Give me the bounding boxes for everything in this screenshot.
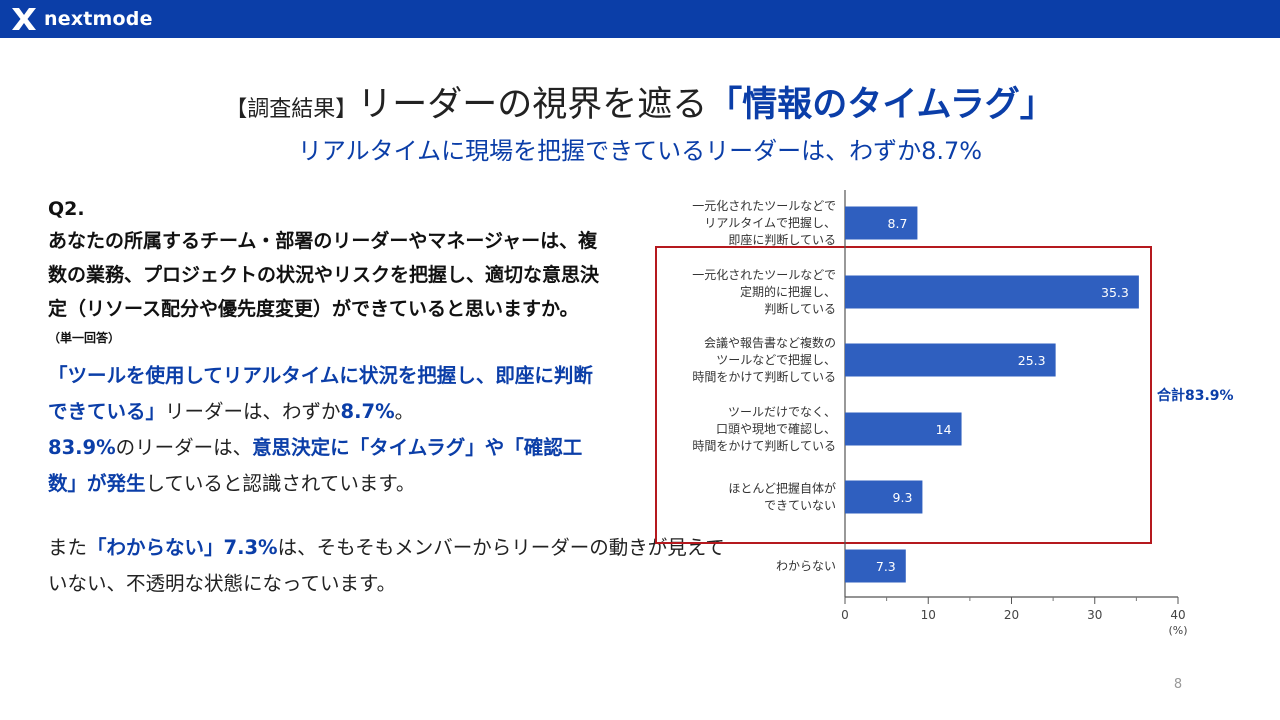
category-label-3-2: 時間をかけて判断している bbox=[692, 438, 836, 453]
bar-value-label-1: 35.3 bbox=[1101, 285, 1129, 300]
bar-5 bbox=[845, 549, 906, 583]
nextmode-logo-icon bbox=[12, 8, 36, 30]
bar-value-label-0: 8.7 bbox=[888, 216, 908, 231]
category-label-1-0: 一元化されたツールなどで bbox=[692, 268, 836, 282]
header-bar: nextmode bbox=[0, 0, 1280, 38]
category-label-4-1: できていない bbox=[764, 499, 836, 513]
x-tick-label-3: 30 bbox=[1087, 608, 1102, 622]
unknown-note: また「わからない」7.3%は、そもそもメンバーからリーダーの動きが見えていない、… bbox=[48, 530, 728, 602]
bar-1 bbox=[845, 275, 1139, 309]
question-panel: Q2. あなたの所属するチーム・部署のリーダーやマネージャーは、複数の業務、プロ… bbox=[48, 194, 725, 602]
page-subtitle: リアルタイムに現場を把握できているリーダーは、わずか8.7% bbox=[297, 137, 983, 165]
finding-text: 「ツールを使用してリアルタイムに状況を把握し、即座に判断できている」リーダーは、… bbox=[48, 358, 608, 502]
title-main: リーダーの視界を遮る bbox=[357, 85, 708, 125]
category-label-4-0: ほとんど把握自体が bbox=[728, 481, 836, 496]
finding-highlight-total: 83.9% bbox=[48, 436, 116, 459]
finding-highlight-issue: 意思決定に「タイムラグ」や「確認工数」が発生 bbox=[48, 436, 583, 495]
category-label-1-1: 定期的に把握し、 bbox=[740, 284, 836, 299]
bar-0 bbox=[845, 206, 918, 240]
highlight-box bbox=[655, 246, 1152, 544]
x-tick-label-4: 40 bbox=[1170, 608, 1185, 622]
finding-highlight-quote: 「ツールを使用してリアルタイムに状況を把握し、即座に判断できている」 bbox=[48, 364, 593, 423]
category-label-2-1: ツールなどで把握し、 bbox=[716, 352, 836, 367]
category-label-3-1: 口頭や現地で確認し、 bbox=[716, 421, 836, 436]
unknown-text-2: は、そもそもメンバーからリーダーの動きが見えていない、不透明な状態になっています… bbox=[48, 536, 725, 595]
unknown-highlight: 「わからない」7.3% bbox=[87, 536, 278, 559]
bar-value-label-5: 7.3 bbox=[876, 559, 896, 574]
bar-4 bbox=[845, 480, 923, 514]
page-number: 8 bbox=[1173, 677, 1183, 692]
finding-text-1: リーダーは、わずか bbox=[165, 400, 341, 423]
category-label-0-2: 即座に判断している bbox=[728, 232, 836, 247]
category-label-2-2: 時間をかけて判断している bbox=[692, 369, 836, 384]
category-label-1-2: 判断している bbox=[764, 301, 836, 316]
unknown-text-1: また bbox=[48, 536, 88, 559]
question-text: あなたの所属するチーム・部署のリーダーやマネージャーは、複数の業務、プロジェクト… bbox=[48, 230, 600, 320]
page-title: 【調査結果】リーダーの視界を遮る「情報のタイムラグ」 bbox=[0, 76, 1280, 127]
finding-text-2: 。 bbox=[394, 400, 415, 423]
question-note: （単一回答） bbox=[48, 331, 121, 345]
finding-text-3: のリーダーは、 bbox=[115, 436, 253, 459]
highlight-total-label: 合計83.9% bbox=[1157, 387, 1234, 404]
category-label-2-0: 会議や報告書など複数の bbox=[704, 335, 836, 350]
question-number: Q2. bbox=[48, 198, 85, 220]
brand-name: nextmode bbox=[44, 8, 153, 30]
brand-logo[interactable]: nextmode bbox=[10, 6, 153, 32]
survey-bar-chart: 合計83.9%0 10 20 30 40(%)8.7一元化されたツールなどでリアルタイム… bbox=[655, 190, 1234, 637]
finding-text-4: していると認識されています。 bbox=[145, 472, 416, 495]
category-label-3-0: ツールだけでなく、 bbox=[728, 405, 836, 419]
bar-3 bbox=[845, 412, 962, 446]
bar-value-label-3: 14 bbox=[936, 422, 952, 437]
title-prefix: 【調査結果】 bbox=[225, 97, 358, 122]
category-label-0-0: 一元化されたツールなどで bbox=[692, 199, 836, 213]
finding-highlight-percent: 8.7% bbox=[340, 400, 395, 423]
bar-2 bbox=[845, 343, 1056, 377]
bar-value-label-2: 25.3 bbox=[1018, 353, 1046, 368]
x-tick-label-2: 20 bbox=[1004, 608, 1019, 622]
title-accent: 「情報のタイムラグ」 bbox=[707, 85, 1055, 125]
bar-value-label-4: 9.3 bbox=[893, 490, 913, 505]
category-label-0-1: リアルタイムで把握し、 bbox=[704, 215, 836, 230]
category-label-5-0: わからない bbox=[776, 559, 836, 573]
x-tick-label-0: 0 bbox=[841, 608, 849, 622]
x-tick-label-1: 10 bbox=[921, 608, 936, 622]
x-unit-label: (%) bbox=[1168, 624, 1187, 637]
